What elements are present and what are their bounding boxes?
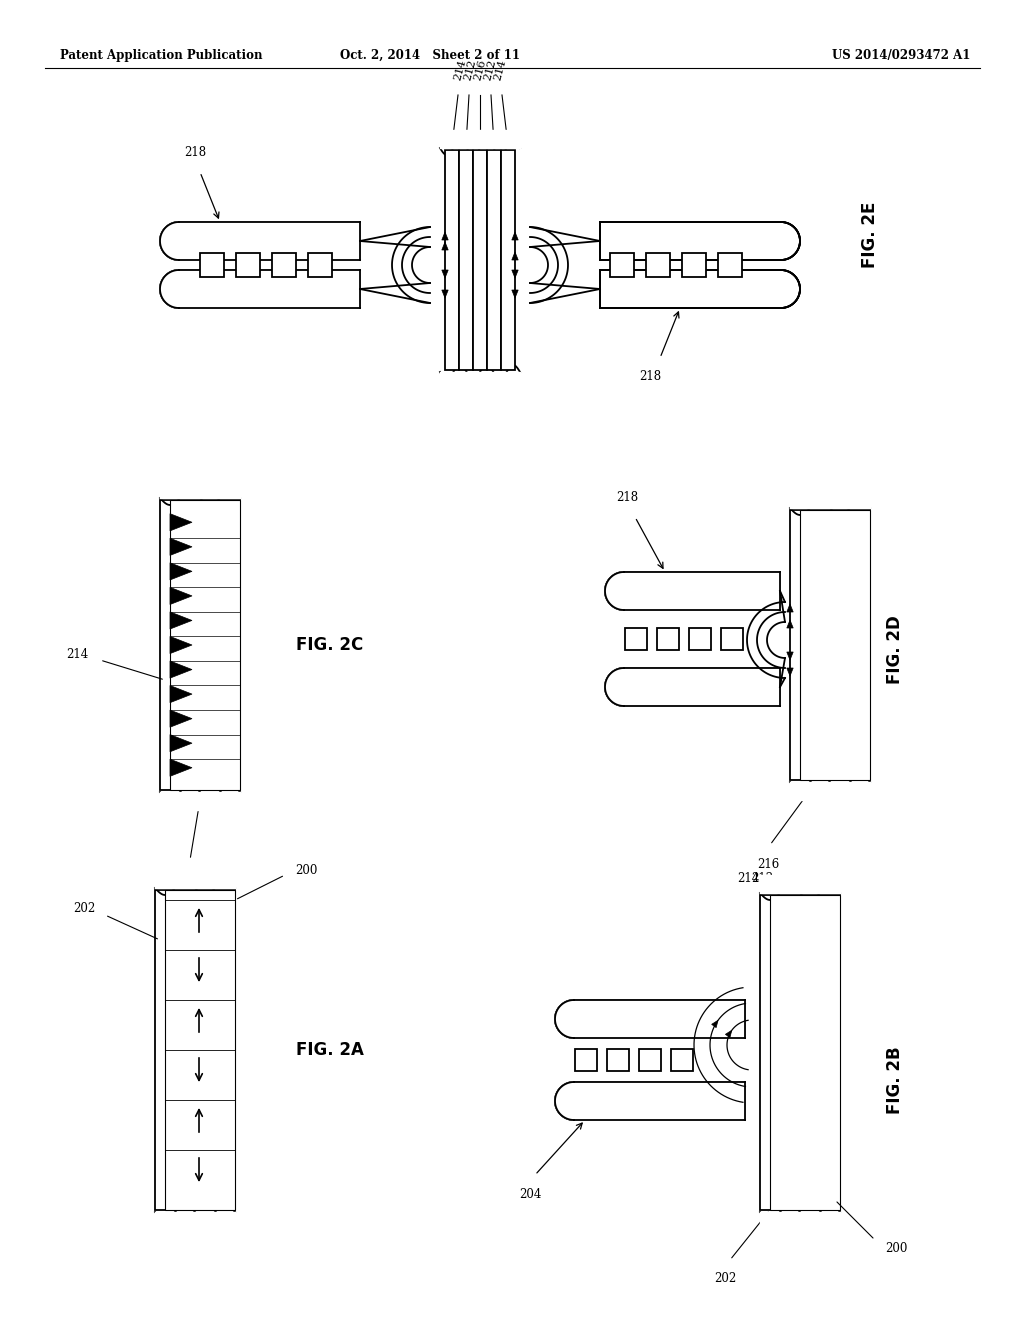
Bar [160, 500, 240, 789]
Bar [646, 253, 670, 277]
Text: 212: 212 [463, 59, 477, 82]
Text: 216: 216 [757, 858, 779, 871]
Bar [671, 1049, 693, 1071]
Polygon shape [600, 222, 800, 260]
Text: FIG. 2C: FIG. 2C [296, 636, 364, 653]
Polygon shape [170, 710, 193, 727]
Bar [718, 253, 742, 277]
Text: Patent Application Publication: Patent Application Publication [60, 49, 262, 62]
Polygon shape [441, 271, 449, 279]
Polygon shape [170, 685, 193, 702]
Text: 214: 214 [453, 59, 468, 82]
Text: FIG. 2E: FIG. 2E [861, 202, 879, 268]
Bar [487, 150, 501, 370]
Polygon shape [160, 271, 360, 308]
Bar [272, 253, 296, 277]
Polygon shape [786, 652, 794, 660]
Text: 218: 218 [639, 370, 662, 383]
Bar [165, 890, 234, 1210]
Polygon shape [170, 735, 193, 752]
Polygon shape [725, 1031, 732, 1038]
Bar [501, 150, 515, 370]
Bar [170, 500, 240, 789]
Text: 212: 212 [482, 59, 498, 82]
Text: US 2014/0293472 A1: US 2014/0293472 A1 [831, 49, 970, 62]
Bar [770, 895, 840, 1210]
Polygon shape [170, 513, 193, 531]
Polygon shape [170, 759, 193, 776]
Text: 200: 200 [295, 863, 317, 876]
Polygon shape [170, 539, 193, 556]
Text: FIG. 2A: FIG. 2A [296, 1041, 364, 1059]
Bar [760, 895, 840, 1210]
Bar [473, 150, 487, 370]
Bar [657, 628, 679, 649]
Bar [682, 253, 706, 277]
Polygon shape [786, 620, 794, 628]
Polygon shape [712, 1020, 718, 1028]
Text: 216: 216 [472, 59, 487, 82]
Polygon shape [441, 232, 449, 240]
Polygon shape [170, 562, 193, 579]
Polygon shape [512, 271, 518, 279]
Text: 202: 202 [73, 902, 95, 915]
Polygon shape [160, 222, 360, 260]
Polygon shape [170, 587, 193, 605]
Text: 212: 212 [751, 873, 773, 884]
Bar [459, 150, 473, 370]
Text: FIG. 2D: FIG. 2D [886, 615, 904, 684]
Bar [721, 628, 743, 649]
Polygon shape [170, 636, 193, 653]
Text: 214: 214 [66, 648, 88, 661]
Text: 214: 214 [493, 59, 508, 82]
Bar [155, 890, 234, 1210]
Bar [308, 253, 332, 277]
Polygon shape [170, 612, 193, 630]
Bar [236, 253, 260, 277]
Text: 200: 200 [885, 1242, 907, 1254]
Bar [607, 1049, 629, 1071]
Polygon shape [786, 668, 794, 676]
Polygon shape [786, 605, 794, 612]
Bar [625, 628, 647, 649]
Bar [800, 510, 870, 780]
Bar [445, 150, 459, 370]
Bar [689, 628, 711, 649]
Bar [610, 253, 634, 277]
Polygon shape [600, 271, 800, 308]
Polygon shape [170, 661, 193, 678]
Polygon shape [555, 1001, 745, 1038]
Polygon shape [605, 668, 780, 706]
Text: 218: 218 [184, 147, 206, 158]
Text: 212: 212 [177, 873, 199, 886]
Polygon shape [555, 1082, 745, 1119]
Polygon shape [605, 572, 780, 610]
Text: 218: 218 [616, 491, 638, 504]
Text: 202: 202 [714, 1272, 736, 1284]
Bar [575, 1049, 597, 1071]
Polygon shape [441, 290, 449, 298]
Bar [200, 253, 224, 277]
Polygon shape [512, 290, 518, 298]
Text: Oct. 2, 2014   Sheet 2 of 11: Oct. 2, 2014 Sheet 2 of 11 [340, 49, 520, 62]
Polygon shape [441, 242, 449, 249]
Text: 204: 204 [519, 1188, 542, 1201]
Polygon shape [512, 232, 518, 240]
Polygon shape [512, 252, 518, 260]
Text: FIG. 2B: FIG. 2B [886, 1047, 904, 1114]
Bar [639, 1049, 662, 1071]
Bar [790, 510, 870, 780]
Text: 214: 214 [737, 873, 759, 884]
